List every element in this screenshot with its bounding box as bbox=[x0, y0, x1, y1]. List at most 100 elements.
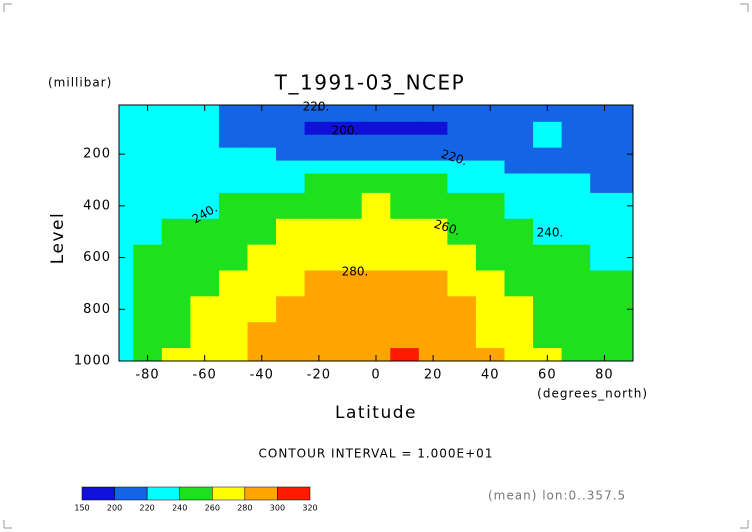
field-cell bbox=[247, 173, 277, 194]
field-cell bbox=[190, 218, 220, 246]
field-cell bbox=[133, 134, 163, 149]
field-cell bbox=[447, 218, 477, 246]
field-cell bbox=[161, 147, 191, 161]
field-cell bbox=[190, 147, 220, 161]
field-cell bbox=[590, 160, 620, 174]
field-cell bbox=[119, 121, 134, 136]
field-cell bbox=[304, 110, 334, 123]
field-cell bbox=[504, 134, 534, 149]
field-cell bbox=[390, 218, 420, 246]
field-cell bbox=[333, 322, 363, 349]
field-cell bbox=[361, 121, 391, 136]
field-cell bbox=[533, 348, 563, 362]
field-cell bbox=[447, 173, 477, 194]
field-cell bbox=[133, 147, 163, 161]
field-cell bbox=[333, 147, 363, 161]
field-cell bbox=[190, 160, 220, 174]
field-cell bbox=[361, 192, 391, 220]
field-cell bbox=[561, 110, 591, 123]
field-cell bbox=[418, 218, 448, 246]
field-cell bbox=[561, 173, 591, 194]
field-cell bbox=[161, 322, 191, 349]
field-cell bbox=[475, 270, 505, 297]
field-cell bbox=[447, 134, 477, 149]
field-cell bbox=[475, 160, 505, 174]
field-cell bbox=[561, 105, 591, 111]
field-cell bbox=[618, 270, 634, 297]
annotation: CONTOUR INTERVAL = 1.000E+01 bbox=[259, 447, 494, 461]
field-cell bbox=[361, 270, 391, 297]
field-cell bbox=[333, 173, 363, 194]
y-axis-label: Level bbox=[48, 212, 68, 264]
crop-marks bbox=[3, 3, 749, 529]
field-cell bbox=[618, 173, 634, 194]
field-cell bbox=[190, 348, 220, 362]
y-tick-label: 200 bbox=[83, 147, 111, 162]
contour-label: 200. bbox=[332, 124, 359, 138]
field-cell bbox=[390, 322, 420, 349]
field-cell bbox=[304, 244, 334, 271]
field-cell bbox=[390, 296, 420, 323]
field-cell bbox=[190, 296, 220, 323]
field-cell bbox=[276, 322, 306, 349]
field-cell bbox=[533, 322, 563, 349]
field-cell bbox=[133, 244, 163, 271]
field-cell bbox=[533, 147, 563, 161]
x-tick-label: -20 bbox=[307, 368, 331, 383]
field-cell bbox=[133, 270, 163, 297]
field-cell bbox=[618, 160, 634, 174]
field-cell bbox=[276, 192, 306, 220]
field-cell bbox=[447, 110, 477, 123]
colorbar-label: 150 bbox=[74, 504, 89, 513]
field-cell bbox=[618, 105, 634, 111]
field-cell bbox=[504, 244, 534, 271]
field-cell bbox=[276, 121, 306, 136]
field-cell bbox=[276, 173, 306, 194]
field-cell bbox=[161, 121, 191, 136]
field-cell bbox=[218, 134, 248, 149]
field-cell bbox=[561, 348, 591, 362]
x-unit-label: (degrees_north) bbox=[537, 387, 648, 401]
field-cell bbox=[247, 348, 277, 362]
field-cell bbox=[190, 134, 220, 149]
field-cell bbox=[276, 270, 306, 297]
colorbar-box bbox=[81, 486, 115, 501]
field-cell bbox=[333, 192, 363, 220]
field-cell bbox=[119, 110, 134, 123]
field-cell bbox=[333, 348, 363, 362]
field-cell bbox=[590, 348, 620, 362]
colorbar-box bbox=[114, 486, 148, 501]
field-cell bbox=[276, 105, 306, 111]
field-cell bbox=[304, 147, 334, 161]
field-cell bbox=[133, 192, 163, 220]
field-cell bbox=[276, 110, 306, 123]
field-cell bbox=[190, 244, 220, 271]
field-cell bbox=[390, 110, 420, 123]
field-cell bbox=[119, 160, 134, 174]
field-cell bbox=[590, 173, 620, 194]
field-cell bbox=[190, 121, 220, 136]
field-cell bbox=[218, 121, 248, 136]
field-cell bbox=[247, 270, 277, 297]
field-cell bbox=[119, 270, 134, 297]
field-cell bbox=[361, 134, 391, 149]
field-cell bbox=[533, 296, 563, 323]
field-cell bbox=[418, 270, 448, 297]
field-cell bbox=[590, 121, 620, 136]
field-cell bbox=[276, 147, 306, 161]
field-cell bbox=[276, 160, 306, 174]
field-cell bbox=[533, 110, 563, 123]
field-cell bbox=[447, 105, 477, 111]
field-cell bbox=[218, 105, 248, 111]
field-cell bbox=[133, 121, 163, 136]
colorbar-box bbox=[212, 486, 246, 501]
field-cell bbox=[247, 218, 277, 246]
field-cell bbox=[390, 134, 420, 149]
field-cell bbox=[590, 296, 620, 323]
field-cell bbox=[561, 244, 591, 271]
field-cell bbox=[247, 322, 277, 349]
x-tick-label: -40 bbox=[250, 368, 274, 383]
field-cell bbox=[533, 244, 563, 271]
colorbar-label: 260 bbox=[205, 504, 220, 513]
field-cell bbox=[247, 134, 277, 149]
